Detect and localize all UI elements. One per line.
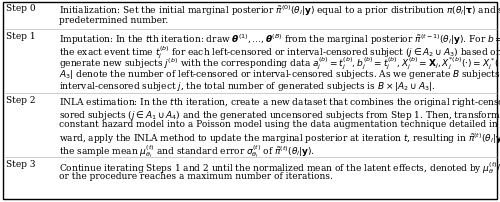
Text: interval-censored subject $j$, the total number of generated subjects is $B \tim: interval-censored subject $j$, the total… <box>59 79 436 92</box>
Text: or the procedure reaches a maximum number of iterations.: or the procedure reaches a maximum numbe… <box>59 171 333 180</box>
Text: generate new subjects $j^{(b)}$ with the corresponding data $a_j^{(b)} = t_j^{(b: generate new subjects $j^{(b)}$ with the… <box>59 56 500 72</box>
Text: $A_3|$ denote the number of left-censored or interval-censored subjects. As we g: $A_3|$ denote the number of left-censore… <box>59 67 500 80</box>
Text: sored subjects ($j \in A_1 \cup A_4$) and the generated uncensored subjects from: sored subjects ($j \in A_1 \cup A_4$) an… <box>59 108 500 122</box>
Text: predetermined number.: predetermined number. <box>59 16 168 25</box>
Text: Step 0: Step 0 <box>6 4 36 13</box>
Text: the exact event time $t_j^{(b)}$ for each left-censored or interval-censored sub: the exact event time $t_j^{(b)}$ for eac… <box>59 44 500 60</box>
Text: the sample mean $\mu_{\theta_l}^{(t)}$ and standard error $\sigma_{\theta_l}^{(t: the sample mean $\mu_{\theta_l}^{(t)}$ a… <box>59 143 315 159</box>
Text: Initialization: Set the initial marginal posterior $\tilde{\pi}^{(0)}(\theta_l|\: Initialization: Set the initial marginal… <box>59 4 500 18</box>
Text: Step 1: Step 1 <box>6 32 36 41</box>
Text: ward, apply the INLA method to update the marginal posterior at iteration $t$, r: ward, apply the INLA method to update th… <box>59 131 500 145</box>
Text: INLA estimation: In the $t$th iteration, create a new dataset that combines the : INLA estimation: In the $t$th iteration,… <box>59 96 500 109</box>
Text: Continue iterating Steps 1 and 2 until the normalized mean of the latent effects: Continue iterating Steps 1 and 2 until t… <box>59 159 500 175</box>
Text: constant hazard model into a Poisson model using the data augmentation technique: constant hazard model into a Poisson mod… <box>59 119 500 128</box>
Text: Step 2: Step 2 <box>6 96 36 105</box>
Text: Imputation: In the $t$th iteration: draw $\boldsymbol{\theta}^{(1)}, \ldots, \bo: Imputation: In the $t$th iteration: draw… <box>59 32 500 47</box>
Text: Step 3: Step 3 <box>6 159 36 168</box>
